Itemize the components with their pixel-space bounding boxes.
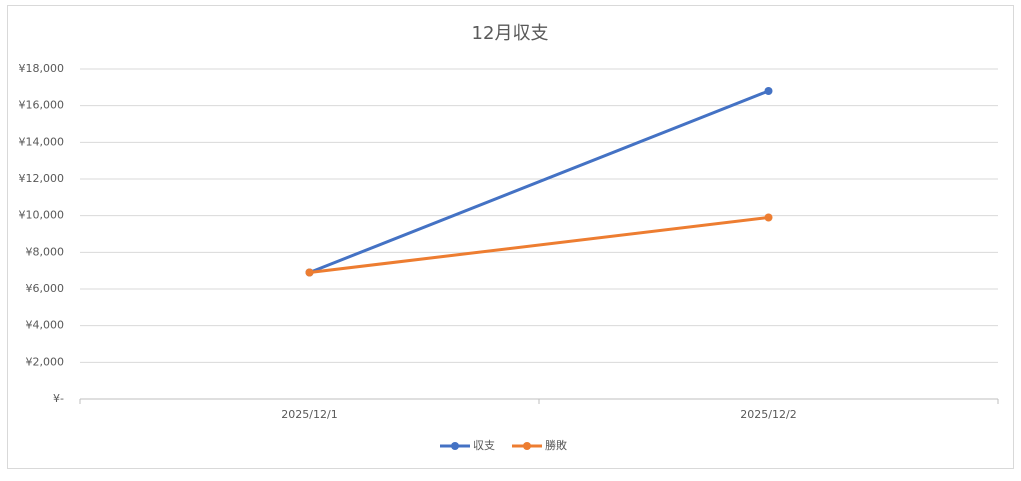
- data-point: [305, 268, 314, 277]
- x-tick-label: 2025/12/2: [740, 408, 796, 421]
- chart-border: [7, 5, 1014, 469]
- chart-title: 12月収支: [472, 23, 549, 44]
- y-tick-label: ¥6,000: [26, 282, 65, 295]
- legend-label: 勝敗: [545, 438, 567, 452]
- x-tick-label: 2025/12/1: [281, 408, 337, 421]
- y-tick-label: ¥16,000: [19, 99, 65, 112]
- series-line: [308, 216, 770, 274]
- y-tick-label: ¥18,000: [19, 62, 65, 75]
- legend-marker: [523, 442, 531, 450]
- y-tick-label: ¥-: [53, 392, 64, 405]
- y-tick-label: ¥12,000: [19, 172, 65, 185]
- y-tick-label: ¥2,000: [26, 355, 65, 368]
- y-tick-label: ¥8,000: [26, 245, 65, 258]
- data-point: [764, 213, 773, 222]
- legend-label: 収支: [473, 439, 495, 452]
- legend-marker: [451, 442, 459, 450]
- series-line: [308, 89, 770, 274]
- y-tick-label: ¥14,000: [19, 135, 65, 148]
- data-point: [764, 87, 773, 95]
- y-tick-label: ¥10,000: [19, 209, 65, 222]
- y-tick-label: ¥4,000: [26, 319, 65, 332]
